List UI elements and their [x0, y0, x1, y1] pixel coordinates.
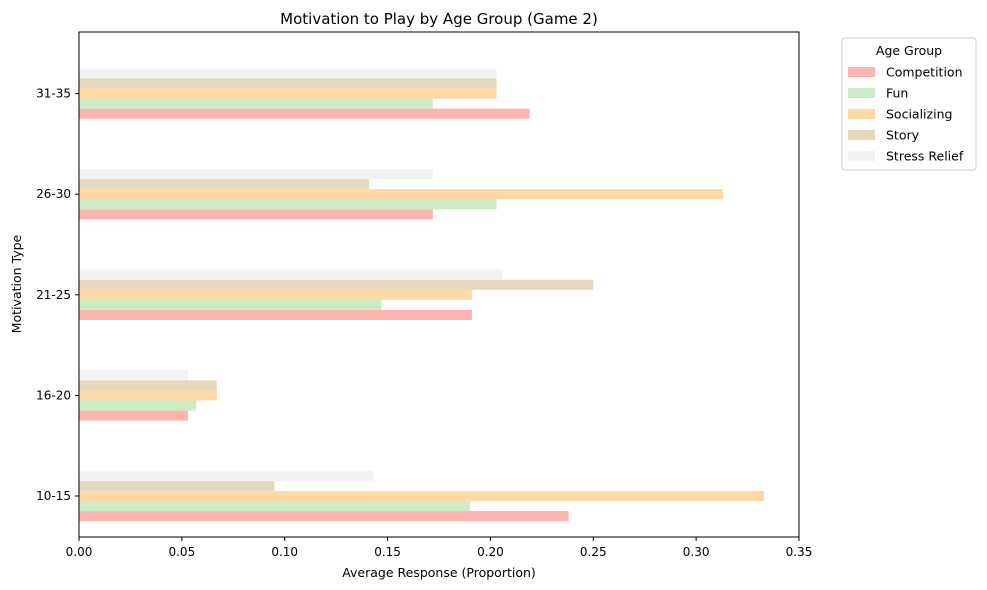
- y-tick-label: 10-15: [36, 489, 71, 503]
- bar-socializing-26-30: [79, 189, 723, 200]
- legend-swatch-stress-relief: [848, 151, 875, 161]
- bar-socializing-31-35: [79, 88, 497, 99]
- bar-stress-relief-31-35: [79, 68, 497, 79]
- x-tick-label: 0.20: [477, 545, 504, 559]
- legend: Age Group Competition Fun Socializing Story…: [841, 37, 977, 171]
- bar-competition-10-15: [79, 511, 569, 522]
- plot-frame: [78, 31, 800, 538]
- x-tick-label: 0.05: [168, 545, 195, 559]
- legend-swatch-socializing: [848, 109, 875, 119]
- x-axis-label: Average Response (Proportion): [342, 565, 536, 580]
- bar-fun-21-25: [79, 299, 382, 310]
- chart-title: Motivation to Play by Age Group (Game 2): [280, 10, 598, 28]
- x-axis-ticks: 0.00 0.05 0.10 0.15 0.20 0.25 0.30 0.35: [66, 537, 813, 559]
- bar-fun-31-35: [79, 98, 433, 109]
- bar-stress-relief-26-30: [79, 169, 433, 180]
- bar-story-21-25: [79, 279, 594, 290]
- legend-label: Stress Relief: [886, 149, 964, 164]
- bar-story-10-15: [79, 480, 275, 491]
- legend-label: Competition: [886, 65, 963, 80]
- legend-items: Competition Fun Socializing Story Stress Rel…: [848, 65, 964, 164]
- legend-box: [841, 37, 977, 171]
- bar-story-31-35: [79, 78, 497, 89]
- bars-layer: [79, 68, 765, 522]
- y-tick-label: 31-35: [36, 87, 71, 101]
- bar-socializing-16-20: [79, 390, 217, 401]
- x-tick-label: 0.15: [374, 545, 401, 559]
- x-tick-label: 0.25: [580, 545, 607, 559]
- y-tick-label: 26-30: [36, 187, 71, 201]
- legend-swatch-competition: [848, 67, 875, 77]
- bar-story-16-20: [79, 380, 217, 391]
- legend-title: Age Group: [876, 43, 942, 58]
- bar-competition-21-25: [79, 309, 472, 320]
- bar-fun-16-20: [79, 400, 197, 411]
- legend-label: Story: [886, 128, 920, 143]
- x-tick-label: 0.10: [271, 545, 298, 559]
- legend-swatch-fun: [848, 88, 875, 98]
- legend-swatch-story: [848, 130, 875, 140]
- y-tick-label: 16-20: [36, 388, 71, 402]
- y-axis-ticks: 10-15 16-20 21-25 26-30 31-35: [36, 87, 79, 503]
- bar-socializing-10-15: [79, 490, 765, 502]
- bar-story-26-30: [79, 179, 370, 190]
- x-tick-label: 0.00: [66, 545, 93, 559]
- legend-label: Fun: [886, 86, 908, 101]
- bar-stress-relief-10-15: [79, 470, 374, 481]
- bar-competition-31-35: [79, 108, 530, 119]
- bar-stress-relief-16-20: [79, 370, 189, 381]
- x-tick-label: 0.35: [786, 545, 813, 559]
- bar-stress-relief-21-25: [79, 269, 503, 280]
- x-tick-label: 0.30: [683, 545, 710, 559]
- y-axis-label: Motivation Type: [9, 234, 24, 333]
- bar-competition-26-30: [79, 209, 433, 220]
- bar-competition-16-20: [79, 410, 189, 421]
- legend-label: Socializing: [886, 107, 952, 122]
- bar-socializing-21-25: [79, 289, 472, 300]
- bar-fun-26-30: [79, 199, 497, 210]
- y-tick-label: 21-25: [36, 288, 71, 302]
- bar-fun-10-15: [79, 501, 470, 512]
